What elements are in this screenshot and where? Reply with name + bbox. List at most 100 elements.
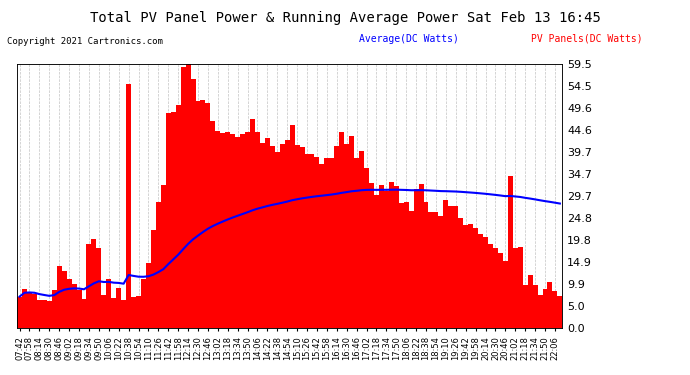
- Bar: [116, 288, 121, 328]
- Bar: [359, 151, 364, 328]
- Bar: [419, 184, 424, 328]
- Bar: [52, 290, 57, 328]
- Bar: [61, 270, 67, 328]
- Bar: [201, 100, 206, 328]
- Bar: [260, 143, 265, 328]
- Bar: [478, 234, 483, 328]
- Bar: [106, 279, 111, 328]
- Bar: [250, 119, 255, 328]
- Bar: [190, 78, 195, 328]
- Bar: [270, 146, 275, 328]
- Bar: [339, 132, 344, 328]
- Bar: [513, 248, 518, 328]
- Bar: [215, 130, 220, 328]
- Bar: [389, 182, 394, 328]
- Bar: [547, 282, 553, 328]
- Bar: [523, 285, 528, 328]
- Bar: [533, 285, 538, 328]
- Bar: [329, 158, 335, 328]
- Bar: [42, 300, 47, 328]
- Bar: [181, 67, 186, 328]
- Bar: [161, 185, 166, 328]
- Bar: [255, 132, 260, 328]
- Bar: [448, 206, 453, 328]
- Bar: [206, 103, 210, 328]
- Bar: [97, 248, 101, 328]
- Bar: [32, 294, 37, 328]
- Bar: [498, 254, 503, 328]
- Bar: [290, 125, 295, 328]
- Bar: [488, 244, 493, 328]
- Bar: [304, 154, 310, 328]
- Bar: [344, 144, 349, 328]
- Bar: [538, 295, 542, 328]
- Bar: [220, 133, 225, 328]
- Bar: [483, 237, 488, 328]
- Bar: [186, 64, 190, 328]
- Bar: [141, 279, 146, 328]
- Bar: [399, 202, 404, 328]
- Bar: [503, 261, 508, 328]
- Bar: [335, 146, 339, 328]
- Text: Average(DC Watts): Average(DC Watts): [359, 34, 459, 44]
- Bar: [176, 105, 181, 328]
- Bar: [131, 297, 136, 328]
- Bar: [17, 297, 22, 328]
- Bar: [528, 275, 533, 328]
- Bar: [235, 137, 240, 328]
- Bar: [279, 144, 285, 328]
- Bar: [468, 224, 473, 328]
- Bar: [81, 299, 86, 328]
- Bar: [121, 300, 126, 328]
- Bar: [324, 158, 329, 328]
- Bar: [156, 202, 161, 328]
- Bar: [384, 191, 389, 328]
- Bar: [245, 132, 250, 328]
- Bar: [27, 292, 32, 328]
- Text: Total PV Panel Power & Running Average Power Sat Feb 13 16:45: Total PV Panel Power & Running Average P…: [90, 11, 600, 25]
- Bar: [57, 266, 61, 328]
- Bar: [413, 189, 419, 328]
- Bar: [225, 132, 230, 328]
- Bar: [458, 218, 463, 328]
- Bar: [408, 211, 413, 328]
- Bar: [364, 168, 369, 328]
- Bar: [22, 289, 27, 328]
- Bar: [463, 225, 468, 328]
- Bar: [542, 289, 547, 328]
- Bar: [310, 154, 315, 328]
- Bar: [404, 202, 408, 328]
- Bar: [91, 239, 97, 328]
- Bar: [146, 262, 151, 328]
- Bar: [47, 301, 52, 328]
- Bar: [101, 295, 106, 328]
- Bar: [285, 140, 290, 328]
- Bar: [126, 84, 131, 328]
- Bar: [379, 185, 384, 328]
- Bar: [508, 176, 513, 328]
- Bar: [558, 297, 562, 328]
- Bar: [166, 113, 170, 328]
- Bar: [275, 152, 279, 328]
- Text: Copyright 2021 Cartronics.com: Copyright 2021 Cartronics.com: [7, 38, 163, 46]
- Bar: [433, 212, 438, 328]
- Bar: [86, 244, 91, 328]
- Bar: [72, 284, 77, 328]
- Bar: [369, 183, 374, 328]
- Bar: [295, 145, 299, 328]
- Bar: [230, 135, 235, 328]
- Bar: [299, 147, 304, 328]
- Bar: [428, 211, 433, 328]
- Bar: [319, 164, 324, 328]
- Text: PV Panels(DC Watts): PV Panels(DC Watts): [531, 34, 643, 44]
- Bar: [444, 200, 448, 328]
- Bar: [210, 121, 215, 328]
- Bar: [374, 195, 379, 328]
- Bar: [136, 296, 141, 328]
- Bar: [424, 202, 428, 328]
- Bar: [265, 138, 270, 328]
- Bar: [151, 230, 156, 328]
- Bar: [240, 134, 245, 328]
- Bar: [77, 291, 81, 328]
- Bar: [518, 247, 523, 328]
